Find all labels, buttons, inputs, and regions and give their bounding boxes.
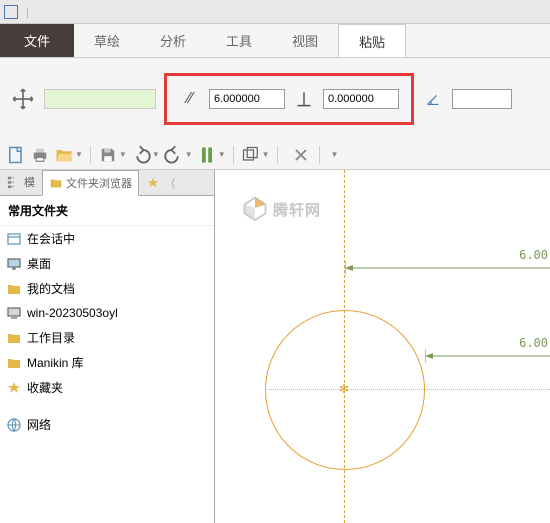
watermark-logo: 腾轩网 [241,194,321,225]
tab-analysis[interactable]: 分析 [140,24,206,57]
centerline-h [265,389,550,390]
open-icon[interactable] [54,145,74,165]
perpendicular-icon [293,88,315,110]
tree-item-desktop[interactable]: 桌面 [0,251,214,276]
angle-input[interactable] [452,89,512,109]
offset-input[interactable] [44,89,156,109]
tab-file[interactable]: 文件 [0,24,74,57]
tree-item-network[interactable]: 网络 [0,412,214,437]
watermark-text: 腾轩网 [273,199,321,220]
tree-item-documents[interactable]: 我的文档 [0,276,214,301]
parallel-icon: ⁄⁄ [179,88,201,110]
center-mark: ✻ [339,382,349,396]
sidebar-header: 常用文件夹 [0,196,214,226]
monitor-icon [6,256,22,272]
move-icon [10,86,36,112]
new-icon[interactable] [6,145,26,165]
more-dropdown[interactable]: ▼ [331,150,339,159]
folder-browser-icon [49,176,63,190]
regen-dropdown[interactable]: ▼ [218,150,226,159]
star-tab-icon [146,176,160,190]
tab-tools[interactable]: 工具 [206,24,272,57]
open-dropdown[interactable]: ▼ [75,150,83,159]
tab-paste[interactable]: 粘贴 [338,24,406,57]
angle-icon [422,88,444,110]
tree-item-favorites[interactable]: 收藏夹 [0,375,214,400]
tab-view[interactable]: 视图 [272,24,338,57]
sidebar-tabs: 模 文件夹浏览器 ⟨ [0,170,214,196]
undo-icon[interactable] [131,145,151,165]
tab-folder-browser[interactable]: 文件夹浏览器 [42,170,139,196]
tab-tree-label: 模 [24,174,35,190]
tree-item-computer[interactable]: win-20230503oyl [0,301,214,325]
tree-item-session[interactable]: 在会话中 [0,226,214,251]
windows-icon[interactable] [241,145,261,165]
tab-extra[interactable]: ⟨ [167,172,179,195]
regenerate-icon[interactable] [197,145,217,165]
tab-favorites[interactable] [139,171,167,195]
folder-icon [6,281,22,297]
parallel-input[interactable] [209,89,285,109]
network-icon [6,417,22,433]
folder-tree: 在会话中 桌面 我的文档 win-20230503oyl 工作目录 Maniki… [0,226,214,523]
highlight-box: ⁄⁄ [164,73,414,125]
perpendicular-input[interactable] [323,89,399,109]
tree-icon [7,175,21,189]
sidebar: 模 文件夹浏览器 ⟨ 常用文件夹 在会话中 桌面 我的文档 [0,170,215,523]
centerline-v [344,170,345,523]
titlebar-separator: | [26,5,29,19]
computer-icon [6,305,22,321]
redo-icon[interactable] [164,145,184,165]
quick-toolbar: ▼ ▼ ▼ ▼ ▼ ▼ ▼ [0,140,550,170]
tree-item-workdir[interactable]: 工作目录 [0,325,214,350]
sketch-canvas[interactable]: 腾轩网 ✻ 6.00 6.00 [215,170,550,523]
folder-icon [6,355,22,371]
star-icon [6,380,22,396]
dim-2-label: 6.00 [519,336,548,350]
ribbon: 文件 草绘 分析 工具 视图 粘贴 [0,24,550,58]
tab-model-tree[interactable]: 模 [0,169,42,195]
tab-sketch[interactable]: 草绘 [74,24,140,57]
save-dropdown[interactable]: ▼ [119,150,127,159]
window-icon [6,231,22,247]
folder-icon [6,330,22,346]
dim-1-label: 6.00 [519,248,548,262]
undo-dropdown[interactable]: ▼ [152,150,160,159]
redo-dropdown[interactable]: ▼ [185,150,193,159]
paste-toolbar: ⁄⁄ [0,58,550,140]
tab-browser-label: 文件夹浏览器 [66,175,132,191]
close-icon[interactable] [291,145,311,165]
tree-item-manikin[interactable]: Manikin 库 [0,350,214,375]
windows-dropdown[interactable]: ▼ [262,150,270,159]
app-icon [4,5,18,19]
save-icon[interactable] [98,145,118,165]
print-icon[interactable] [30,145,50,165]
